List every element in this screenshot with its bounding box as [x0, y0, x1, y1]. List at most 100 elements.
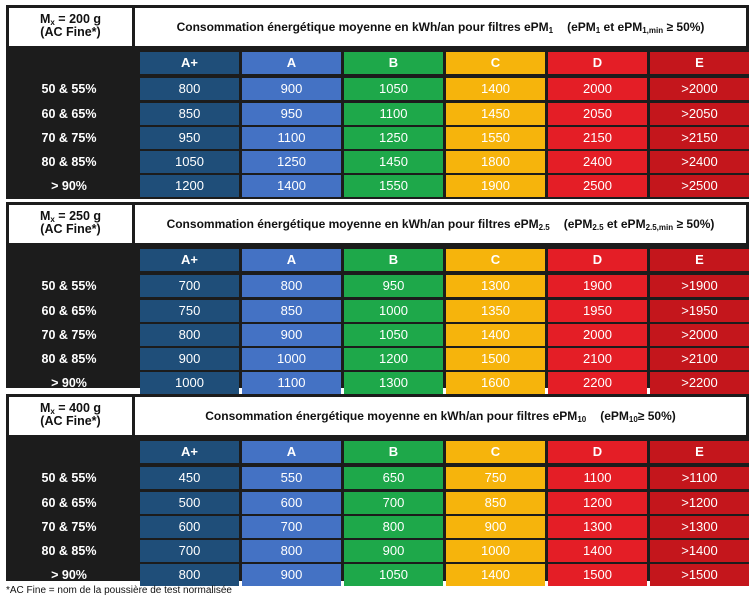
dust-mass-label: Mx = 400 g (AC Fine*) — [9, 397, 132, 435]
energy-value-cell: >2400 — [650, 151, 749, 173]
energy-value-cell: >2100 — [650, 348, 749, 370]
energy-value-cell: 600 — [242, 492, 341, 514]
condition-threshold: ≥ 50%) — [673, 217, 715, 231]
energy-value-cell: 2100 — [548, 348, 647, 370]
table-row: 80 & 85% 1050 1250 1450 1800 2400 >2400 — [6, 151, 749, 173]
energy-value-cell: 1300 — [446, 275, 545, 297]
energy-value-cell: 500 — [140, 492, 239, 514]
energy-value-cell: 1050 — [344, 324, 443, 346]
energy-value-cell: 1050 — [140, 151, 239, 173]
table-row: 70 & 75% 600 700 800 900 1300 >1300 — [6, 516, 749, 538]
table-row: 50 & 55% 700 800 950 1300 1900 >1900 — [6, 275, 749, 297]
condition-threshold: ≥ 50%) — [663, 20, 705, 34]
mass-symbol: M — [39, 12, 51, 26]
energy-value-cell: 700 — [140, 540, 239, 562]
title-text: Consommation énergétique moyenne en kWh/… — [205, 409, 578, 423]
energy-value-cell: 800 — [140, 78, 239, 100]
energy-value-cell: 800 — [242, 275, 341, 297]
energy-value-cell: 1050 — [344, 564, 443, 586]
energy-value-cell: 1450 — [344, 151, 443, 173]
mass-subscript: x — [50, 407, 55, 416]
efficiency-range-label: 50 & 55% — [41, 471, 97, 485]
energy-table-2: Mx = 250 g (AC Fine*) Consommation énergét… — [6, 202, 749, 394]
condition-text: (ePM — [563, 217, 593, 231]
condition-text-min: et ePM — [600, 20, 643, 34]
table-row: 70 & 75% 950 1100 1250 1550 2150 >2150 — [6, 127, 749, 149]
energy-value-cell: 1000 — [344, 300, 443, 322]
table-row: > 90% 1200 1400 1550 1900 2500 >2500 — [6, 175, 749, 197]
energy-value-cell: 900 — [242, 324, 341, 346]
class-header-c: C — [446, 249, 545, 271]
table-title: Consommation énergétique moyenne en kWh/… — [135, 397, 746, 435]
table-header: Mx = 200 g (AC Fine*) Consommation énergét… — [6, 5, 749, 49]
energy-value-cell: 1100 — [242, 372, 341, 394]
energy-value-cell: 1000 — [242, 348, 341, 370]
energy-value-cell: 700 — [242, 516, 341, 538]
title-subscript: 10 — [577, 415, 587, 424]
class-header-d: D — [548, 249, 647, 271]
energy-value-cell: 850 — [242, 300, 341, 322]
dust-mass-label: Mx = 250 g (AC Fine*) — [9, 205, 132, 243]
energy-value-cell: 850 — [140, 103, 239, 125]
class-header-d: D — [548, 441, 647, 463]
title-subscript: 1 — [548, 26, 554, 35]
energy-value-cell: 2000 — [548, 324, 647, 346]
energy-value-cell: 1000 — [446, 540, 545, 562]
energy-value-cell: >1300 — [650, 516, 749, 538]
energy-value-cell: 1200 — [548, 492, 647, 514]
energy-value-cell: 900 — [140, 348, 239, 370]
energy-value-cell: 2000 — [548, 78, 647, 100]
class-header-row: A+ A B C D E — [6, 52, 749, 74]
energy-value-cell: >2000 — [650, 324, 749, 346]
energy-value-cell: 1300 — [548, 516, 647, 538]
class-header-b: B — [344, 441, 443, 463]
energy-value-cell: 1450 — [446, 103, 545, 125]
table-row: > 90% 800 900 1050 1400 1500 >1500 — [6, 564, 749, 586]
energy-value-cell: 1100 — [344, 103, 443, 125]
class-header-a: A — [242, 52, 341, 74]
efficiency-range-label: 70 & 75% — [41, 520, 97, 534]
footnote: *AC Fine = nom de la poussière de test n… — [6, 585, 232, 596]
table-header: Mx = 400 g (AC Fine*) Consommation énergét… — [6, 394, 749, 438]
class-header-b: B — [344, 249, 443, 271]
energy-value-cell: 1100 — [242, 127, 341, 149]
energy-value-cell: >1950 — [650, 300, 749, 322]
table-row: 70 & 75% 800 900 1050 1400 2000 >2000 — [6, 324, 749, 346]
energy-value-cell: >1100 — [650, 467, 749, 489]
class-header-b: B — [344, 52, 443, 74]
mass-amount: = 200 g — [54, 12, 102, 26]
energy-value-cell: 850 — [446, 492, 545, 514]
energy-value-cell: 1500 — [548, 564, 647, 586]
mass-subscript: x — [50, 18, 55, 27]
title-text: Consommation énergétique moyenne en kWh/… — [166, 217, 539, 231]
energy-value-cell: 1350 — [446, 300, 545, 322]
mass-value: Mx = 400 g — [9, 402, 132, 416]
energy-value-cell: >2200 — [650, 372, 749, 394]
energy-value-cell: 950 — [140, 127, 239, 149]
condition-subscript: 10 — [628, 415, 638, 424]
efficiency-range-label: 60 & 65% — [41, 107, 97, 121]
energy-value-cell: 1800 — [446, 151, 545, 173]
efficiency-range-label: 60 & 65% — [41, 496, 97, 510]
energy-value-cell: 2500 — [548, 175, 647, 197]
energy-value-cell: 650 — [344, 467, 443, 489]
energy-value-cell: 1550 — [446, 127, 545, 149]
energy-value-cell: 1100 — [548, 467, 647, 489]
condition-threshold: ≥ 50%) — [637, 409, 676, 423]
energy-value-cell: 800 — [140, 564, 239, 586]
condition-text: (ePM — [567, 20, 596, 34]
energy-value-cell: 800 — [140, 324, 239, 346]
table-row: 50 & 55% 450 550 650 750 1100 >1100 — [6, 467, 749, 489]
mass-amount: = 250 g — [54, 209, 102, 223]
energy-value-cell: 450 — [140, 467, 239, 489]
energy-value-cell: 1950 — [548, 300, 647, 322]
efficiency-range-label: 80 & 85% — [41, 352, 97, 366]
energy-value-cell: 750 — [140, 300, 239, 322]
test-dust-name: (AC Fine*) — [40, 414, 101, 428]
class-header-c: C — [446, 441, 545, 463]
title-subscript: 2.5 — [538, 223, 550, 232]
energy-value-cell: 1600 — [446, 372, 545, 394]
table-row: 60 & 65% 850 950 1100 1450 2050 >2050 — [6, 103, 749, 125]
energy-value-cell: 2400 — [548, 151, 647, 173]
energy-value-cell: >1900 — [650, 275, 749, 297]
